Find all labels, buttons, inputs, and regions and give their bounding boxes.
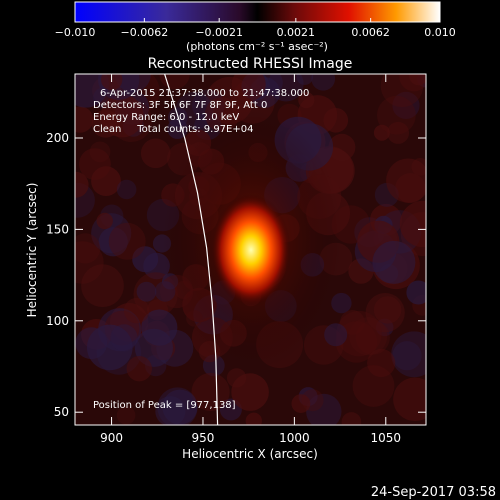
- flare-source: [211, 194, 291, 306]
- colorbar-tick-label: −0.0021: [195, 26, 243, 39]
- x-tick-label: 1050: [371, 431, 402, 445]
- footer-timestamp: 24-Sep-2017 03:58: [371, 485, 496, 500]
- x-tick-label: 1000: [279, 431, 310, 445]
- x-tick-label: 900: [100, 431, 123, 445]
- x-axis-ticks: 900 950 1000 1050: [100, 74, 401, 445]
- colorbar-tick-label: 0.0021: [277, 26, 316, 39]
- x-axis-label: Heliocentric X (arcsec): [182, 447, 318, 461]
- colorbar-tick-label: −0.0062: [120, 26, 168, 39]
- annotation-block: 6-Apr-2015 21:37:38.000 to 21:47:38.000 …: [93, 88, 309, 135]
- colorbar-unit-label: (photons cm⁻² s⁻¹ asec⁻²): [186, 40, 328, 53]
- colorbar-tick-label: 0.0062: [351, 26, 390, 39]
- x-tick-label: 950: [192, 431, 215, 445]
- y-tick-label: 50: [54, 405, 69, 419]
- colorbar-ticks: −0.010 −0.0062 −0.0021 0.0021 0.0062 0.010: [55, 18, 456, 39]
- chart-title: Reconstructed RHESSI Image: [148, 56, 353, 72]
- y-axis-ticks: 50 100 150 200: [46, 131, 426, 419]
- energy-range-label: Energy Range: 6.0 - 12.0 keV: [93, 112, 239, 123]
- clean-counts-label: Clean Total counts: 9.97E+04: [93, 124, 253, 135]
- y-tick-label: 100: [46, 314, 69, 328]
- detectors-label: Detectors: 3F 5F 6F 7F 8F 9F, Att 0: [93, 100, 267, 111]
- plot-frame: [74, 73, 427, 426]
- colorbar: [74, 1, 441, 23]
- colorbar-tick-label: 0.010: [424, 26, 456, 39]
- y-tick-label: 200: [46, 131, 69, 145]
- peak-position-label: Position of Peak = [977,138]: [93, 400, 236, 411]
- colorbar-tick-label: −0.010: [55, 26, 96, 39]
- y-axis-label: Heliocentric Y (arcsec): [25, 183, 39, 318]
- plot-area: [75, 74, 426, 425]
- solar-limb-curve: [164, 74, 219, 425]
- time-range-label: 6-Apr-2015 21:37:38.000 to 21:47:38.000: [100, 88, 309, 99]
- y-tick-label: 150: [46, 222, 69, 236]
